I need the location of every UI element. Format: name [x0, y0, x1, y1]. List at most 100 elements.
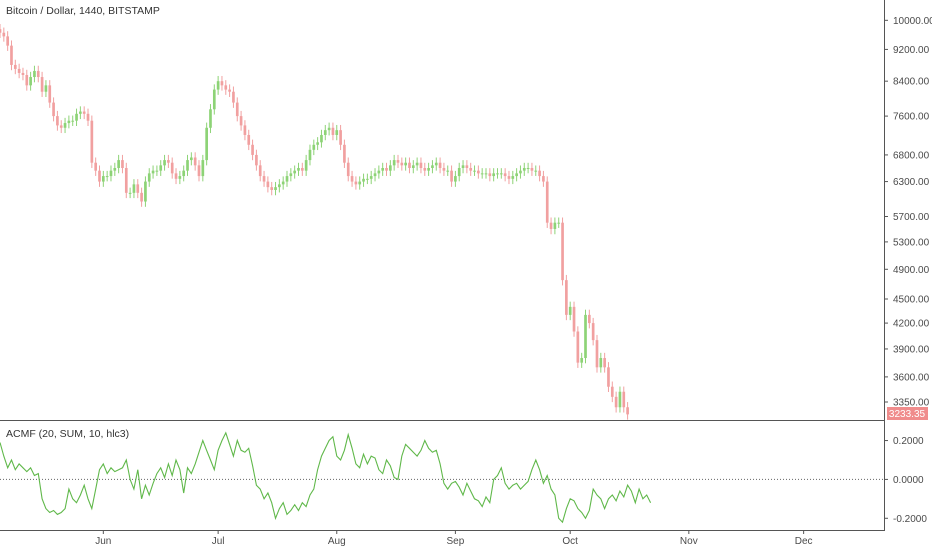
candle [270, 181, 274, 196]
candle-body [354, 181, 358, 185]
candle [29, 71, 32, 91]
candle-body [117, 160, 120, 168]
candle [492, 168, 496, 182]
candle-body [614, 396, 618, 408]
candle [385, 162, 388, 176]
candle-body [599, 358, 603, 368]
candle-body [124, 167, 128, 193]
candle-body [132, 184, 136, 193]
candle-body [174, 173, 178, 179]
candle-body [362, 178, 365, 182]
candle-body [266, 181, 270, 188]
time-tick-label: Dec [795, 536, 813, 547]
candle [461, 160, 465, 174]
candle-body [492, 173, 496, 177]
candle [400, 157, 404, 171]
candle [235, 97, 239, 122]
candle [484, 168, 488, 179]
candle-body [98, 170, 101, 182]
candle-body [262, 176, 266, 182]
candle [155, 165, 159, 176]
candle [278, 179, 281, 193]
candle [366, 173, 369, 185]
candle-body [140, 192, 143, 202]
candle [308, 144, 312, 166]
candle [174, 168, 178, 185]
indicator-axis[interactable]: 0.2000 0.0000 -0.2000 [884, 436, 927, 525]
candle [132, 179, 136, 199]
candle [182, 165, 186, 182]
price-tick-label: 10000.00 [893, 16, 932, 27]
candle-body [255, 154, 258, 166]
candle-body [285, 176, 289, 182]
time-tick-label: Sep [446, 536, 464, 547]
candle [534, 165, 538, 176]
candle [522, 162, 526, 176]
candle-body [358, 181, 362, 185]
candle-body [519, 170, 522, 174]
candle [446, 165, 450, 176]
candle-body [542, 176, 545, 182]
time-tick-label: Jun [95, 536, 111, 547]
candle-body [308, 149, 312, 161]
candle-body [431, 165, 434, 168]
candle-body [423, 167, 427, 171]
price-axis[interactable]: 10000.00 9200.00 8400.00 7600.00 6800.00 6300… [884, 16, 932, 409]
time-axis[interactable]: Jun Jul Aug Sep Oct Nov Dec [95, 530, 813, 547]
time-tick-label: Nov [680, 536, 698, 547]
candle [201, 154, 205, 182]
candle [404, 157, 407, 171]
candle [56, 110, 59, 131]
candle [580, 352, 584, 368]
candle-body [101, 176, 105, 182]
candle [515, 168, 518, 182]
candle [331, 122, 335, 141]
candle [21, 67, 25, 81]
candle-body [610, 386, 614, 397]
candle [373, 168, 377, 182]
candle [603, 352, 606, 373]
candle-body [48, 85, 52, 103]
candle-body [258, 165, 262, 177]
candle [255, 149, 258, 171]
candle [151, 165, 155, 179]
candle-body [396, 160, 400, 163]
candle [530, 162, 534, 176]
candle [0, 23, 2, 39]
candle [98, 165, 101, 187]
candle [167, 154, 170, 168]
candle [63, 117, 67, 134]
candle [247, 129, 251, 151]
candle [79, 106, 82, 120]
candle-body [163, 160, 166, 166]
candle-body [377, 170, 381, 174]
candle [473, 165, 476, 176]
candle [274, 181, 277, 196]
candle-body [515, 173, 518, 177]
candle [220, 75, 224, 91]
candle-body [40, 77, 44, 92]
candle [40, 71, 44, 97]
candle [503, 168, 507, 182]
candle-body [2, 32, 6, 37]
candle [159, 160, 163, 176]
candle [33, 65, 36, 83]
candle [212, 84, 216, 115]
candle-body [331, 127, 335, 135]
candle [454, 170, 457, 187]
candle-body [400, 162, 404, 166]
last-price-label: 3233.35 [889, 409, 926, 420]
candle [243, 120, 247, 141]
candle [350, 170, 354, 187]
indicator-line [0, 431, 652, 524]
candle-body [147, 173, 151, 182]
candle [614, 391, 618, 413]
candle [442, 162, 446, 176]
candle [431, 160, 434, 174]
candle-body [21, 72, 25, 75]
candle [438, 157, 442, 174]
candle-body [496, 173, 499, 175]
